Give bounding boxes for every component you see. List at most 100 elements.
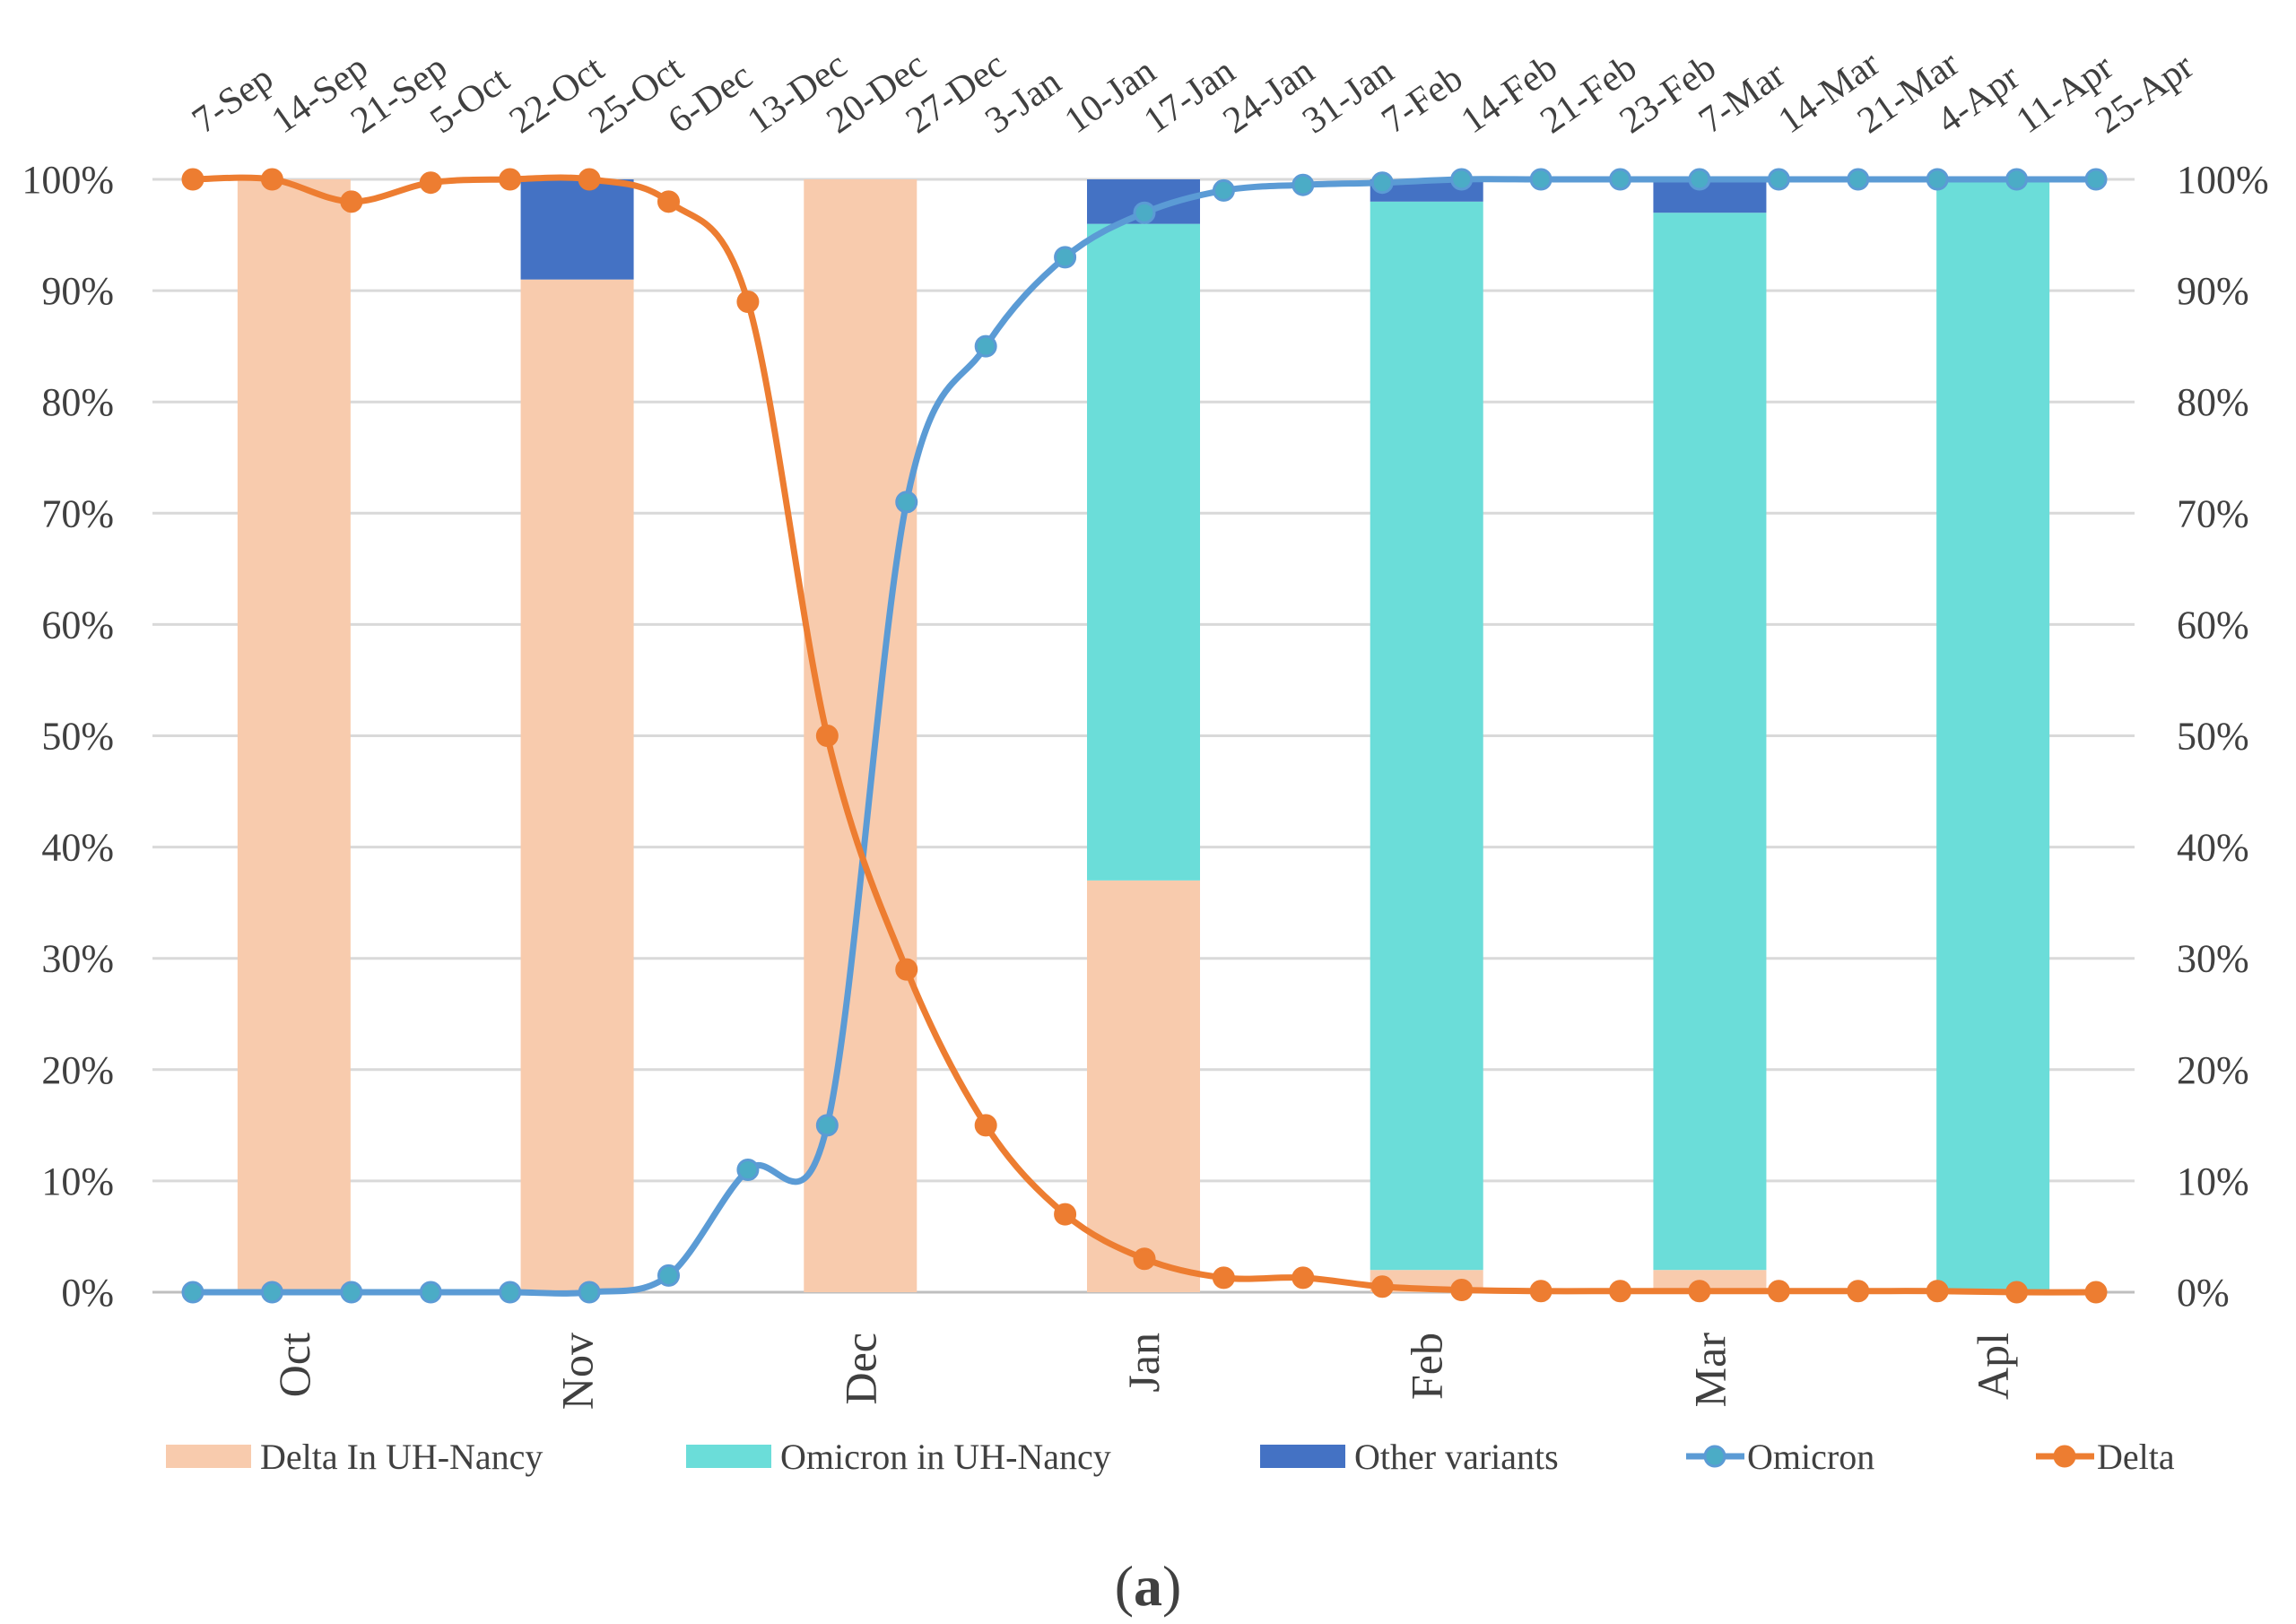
bar-segment (1653, 213, 1767, 1271)
data-point (895, 491, 918, 514)
series-line (192, 174, 2097, 1296)
legend-label: Omicron in UH-Nancy (780, 1437, 1111, 1477)
panel-label: (a) (1115, 1554, 1182, 1618)
line-layer (181, 168, 2108, 1304)
data-point (1450, 168, 1474, 191)
data-point (1450, 1279, 1474, 1302)
data-point (1212, 1266, 1235, 1290)
y-tick-left: 20% (41, 1048, 114, 1092)
data-point (419, 171, 442, 195)
y-tick-right: 90% (2177, 269, 2249, 313)
data-point (1370, 1275, 1394, 1298)
data-point (657, 190, 680, 213)
data-point (1370, 171, 1394, 195)
data-point (1688, 168, 1711, 191)
data-point (1133, 1247, 1156, 1271)
y-tick-right: 80% (2177, 380, 2249, 424)
bar-segment (1087, 223, 1200, 881)
y-tick-left: 10% (41, 1159, 114, 1203)
legend-swatch (166, 1445, 251, 1468)
data-point (260, 168, 283, 191)
legend: Delta In UH-Nancy Omicron in UH-Nancy Othe… (166, 1437, 2175, 1477)
y-tick-right: 50% (2177, 715, 2249, 759)
y-tick-left: 30% (41, 937, 114, 981)
y-tick-left: 50% (41, 715, 114, 759)
data-point (815, 725, 839, 747)
data-point (419, 1281, 442, 1304)
x-tick-top: 7-Sep (185, 57, 281, 142)
data-point (1292, 173, 1315, 196)
legend-marker (1703, 1445, 1726, 1468)
data-point (1529, 168, 1552, 191)
panel-label-close: ) (1162, 1554, 1181, 1618)
x-category-label: Mar (1684, 1333, 1735, 1408)
data-point (1767, 1280, 1790, 1303)
bar-segment (237, 179, 351, 1292)
data-point (1054, 1203, 1077, 1226)
x-tick-top: 10-Jan (1057, 50, 1163, 142)
data-point (736, 1158, 760, 1181)
data-point (340, 190, 363, 213)
data-point (260, 1281, 283, 1304)
y-tick-right: 70% (2177, 491, 2249, 535)
x-tick-top: 24-Jan (1216, 50, 1322, 142)
bar-segment (1087, 880, 1200, 1292)
legend-label: Delta In UH-Nancy (260, 1437, 543, 1477)
panel-label-open: ( (1115, 1554, 1134, 1618)
y-tick-right: 30% (2177, 937, 2249, 981)
data-point (1847, 168, 1870, 191)
data-point (1767, 168, 1790, 191)
data-point (1926, 168, 1949, 191)
x-category-label: Oct (269, 1333, 319, 1397)
legend-label: Other variants (1354, 1437, 1559, 1477)
legend-marker (2053, 1445, 2076, 1468)
panel-label-letter: a (1134, 1554, 1162, 1618)
y-tick-right: 0% (2177, 1271, 2230, 1315)
y-tick-left: 90% (41, 269, 114, 313)
data-point (340, 1281, 363, 1304)
bar-segment (520, 279, 634, 1293)
data-point (1926, 1280, 1949, 1303)
x-category-label: Nov (552, 1333, 603, 1410)
data-point (499, 1281, 522, 1304)
bar-layer (237, 179, 2050, 1293)
data-point (2005, 168, 2029, 191)
y-tick-right: 40% (2177, 826, 2249, 870)
data-point (657, 1264, 680, 1287)
x-category-label: Jan (1118, 1333, 1169, 1393)
data-point (815, 1114, 839, 1137)
data-point (895, 958, 918, 981)
y-tick-right: 20% (2177, 1048, 2249, 1092)
data-point (1212, 178, 1235, 202)
bar-segment (1653, 179, 1767, 213)
y-tick-left: 40% (41, 826, 114, 870)
data-point (1529, 1280, 1552, 1303)
data-point (2084, 168, 2108, 191)
data-point (1609, 1280, 1631, 1303)
data-point (2084, 1281, 2108, 1304)
bar-segment (1936, 179, 2050, 1292)
y-tick-right: 100% (2177, 158, 2269, 202)
data-point (1688, 1280, 1711, 1303)
legend-label: Delta (2097, 1437, 2175, 1477)
x-category-label: Feb (1402, 1333, 1452, 1400)
y-tick-left: 70% (41, 491, 114, 535)
legend-swatch (1260, 1445, 1345, 1468)
data-point (1292, 1266, 1315, 1290)
bar-segment (1370, 201, 1483, 1271)
x-category-label: Dec (835, 1333, 885, 1405)
y-tick-right: 10% (2177, 1159, 2249, 1203)
data-point (181, 168, 204, 191)
legend-swatch (686, 1445, 771, 1468)
data-point (1609, 168, 1631, 191)
data-point (1847, 1280, 1870, 1303)
bar-segment (520, 179, 634, 280)
series-line (193, 176, 2096, 1297)
data-point (1054, 246, 1077, 269)
data-point (578, 168, 601, 191)
data-point (1133, 201, 1156, 224)
data-point (736, 291, 760, 314)
data-point (2005, 1281, 2029, 1304)
data-point (974, 1114, 997, 1137)
